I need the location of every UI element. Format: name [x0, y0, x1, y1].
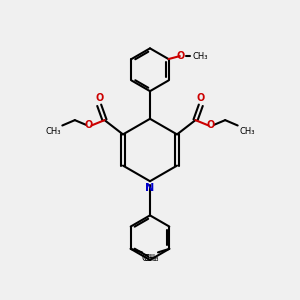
Text: O: O	[197, 93, 205, 103]
Text: O: O	[176, 51, 184, 61]
Text: N: N	[146, 183, 154, 193]
Text: O: O	[85, 121, 93, 130]
Text: O: O	[95, 93, 103, 103]
Text: CH₃: CH₃	[143, 254, 159, 262]
Text: CH₃: CH₃	[239, 127, 255, 136]
Text: CH₃: CH₃	[193, 52, 208, 61]
Text: O: O	[207, 121, 215, 130]
Text: CH₃: CH₃	[141, 254, 157, 262]
Text: CH₃: CH₃	[45, 127, 61, 136]
